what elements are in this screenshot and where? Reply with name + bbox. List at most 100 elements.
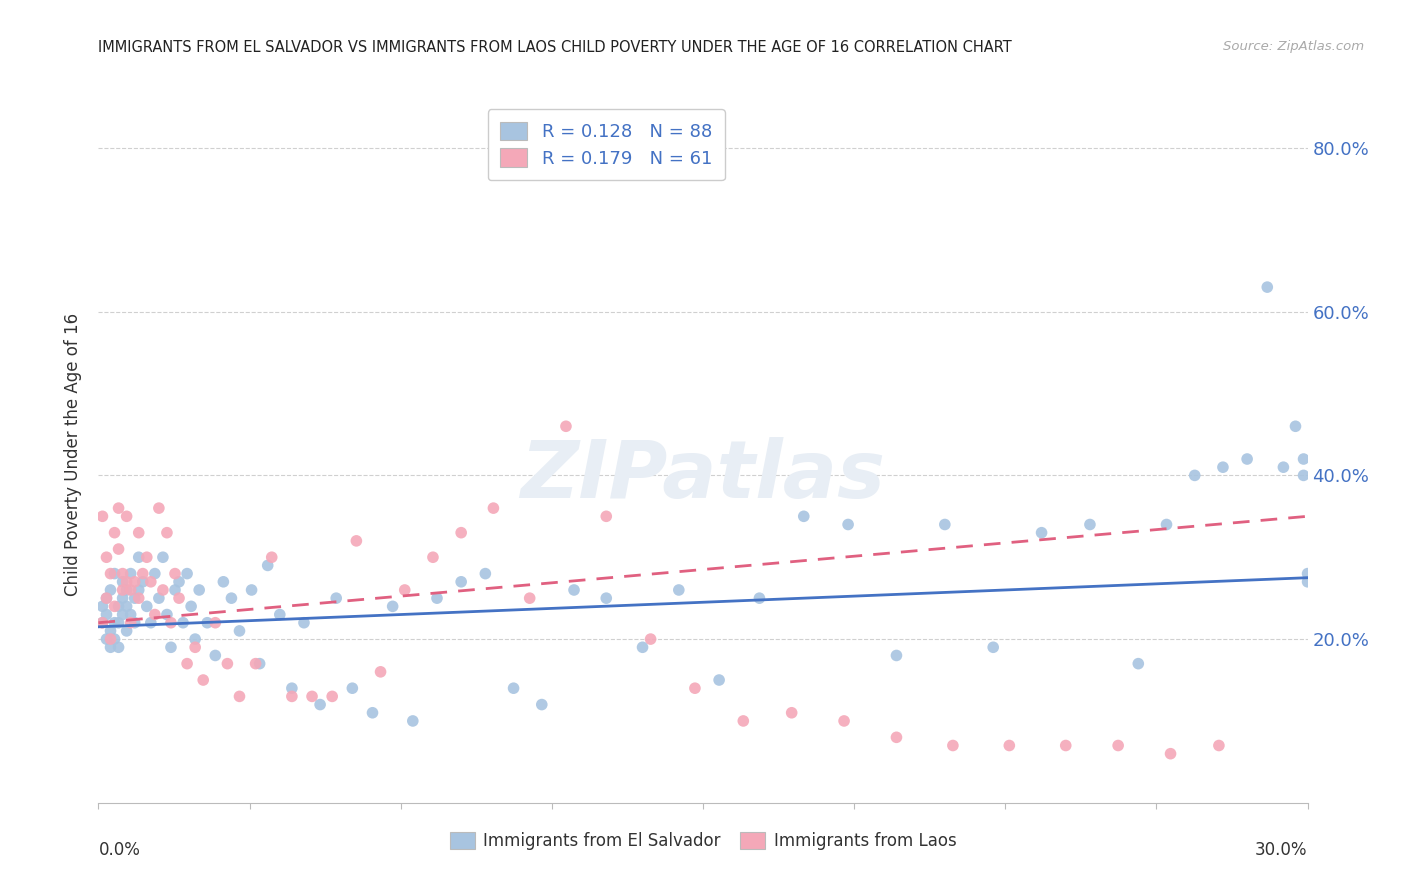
Point [381,599,404,614]
Text: IMMIGRANTS FROM EL SALVADOR VS IMMIGRANTS FROM LAOS CHILD POVERTY UNDER THE AGE : IMMIGRANTS FROM EL SALVADOR VS IMMIGRANT… [98,40,1012,55]
Point [221,591,243,606]
Point [256,558,278,573]
Point [530,698,553,712]
Point [402,714,425,728]
Text: 30.0%: 30.0% [1256,841,1308,859]
Point [96,607,118,622]
Point [325,591,347,606]
Point [167,574,190,589]
Point [100,640,122,655]
Point [111,607,134,622]
Point [474,566,496,581]
Point [281,690,304,704]
Point [156,525,179,540]
Point [683,681,706,696]
Point [180,599,202,614]
Point [103,615,125,630]
Point [91,615,114,630]
Point [301,690,323,704]
Point [156,607,179,622]
Point [228,624,250,638]
Point [160,615,183,630]
Point [111,574,134,589]
Point [100,566,122,581]
Point [152,582,174,597]
Point [148,591,170,606]
Point [793,509,815,524]
Point [837,517,859,532]
Point [1184,468,1206,483]
Legend: Immigrants from El Salvador, Immigrants from Laos: Immigrants from El Salvador, Immigrants … [443,826,963,857]
Point [124,615,146,630]
Point [631,640,654,655]
Point [100,624,122,638]
Point [269,607,291,622]
Point [981,640,1004,655]
Point [107,640,129,655]
Point [107,599,129,614]
Point [1236,452,1258,467]
Point [707,673,730,687]
Point [217,657,239,671]
Point [519,591,541,606]
Point [394,582,416,597]
Point [160,640,183,655]
Point [111,591,134,606]
Point [832,714,855,728]
Text: 0.0%: 0.0% [98,841,141,859]
Point [128,550,150,565]
Point [124,574,146,589]
Point [120,615,142,630]
Point [204,648,226,663]
Point [426,591,449,606]
Point [96,591,118,606]
Point [1256,280,1278,294]
Point [482,501,505,516]
Point [128,582,150,597]
Point [748,591,770,606]
Point [120,607,142,622]
Point [139,615,162,630]
Point [91,509,114,524]
Point [1212,460,1234,475]
Point [212,574,235,589]
Point [361,706,384,720]
Point [1292,452,1315,467]
Point [176,657,198,671]
Point [143,566,166,581]
Point [1296,566,1319,581]
Point [668,582,690,597]
Point [450,574,472,589]
Point [103,632,125,646]
Point [1284,419,1306,434]
Point [128,525,150,540]
Point [240,582,263,597]
Point [103,566,125,581]
Point [163,566,186,581]
Point [115,624,138,638]
Point [172,615,194,630]
Point [281,681,304,696]
Point [1208,739,1230,753]
Point [96,550,118,565]
Point [124,591,146,606]
Point [120,582,142,597]
Point [143,607,166,622]
Point [107,542,129,557]
Point [1296,574,1319,589]
Point [115,574,138,589]
Point [91,615,114,630]
Point [107,501,129,516]
Point [128,591,150,606]
Point [111,566,134,581]
Point [502,681,524,696]
Point [450,525,472,540]
Point [562,582,585,597]
Point [139,574,162,589]
Point [886,648,908,663]
Point [1078,517,1101,532]
Point [370,665,392,679]
Point [640,632,662,646]
Point [115,582,138,597]
Point [115,599,138,614]
